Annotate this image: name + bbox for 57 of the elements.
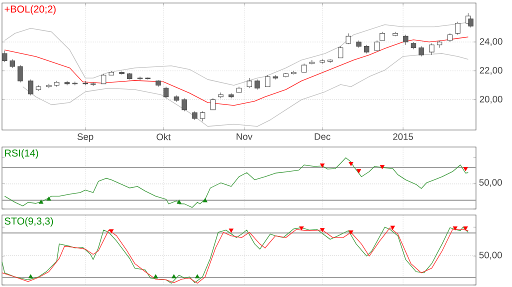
- point: [172, 274, 176, 278]
- line-series: [4, 36, 469, 106]
- candlestick: [418, 46, 424, 57]
- candlestick: [246, 78, 252, 88]
- point: [320, 164, 325, 168]
- candlestick: [182, 98, 187, 112]
- point: [348, 162, 354, 166]
- point: [463, 226, 468, 230]
- candlestick: [18, 64, 23, 83]
- candlestick: [346, 33, 351, 44]
- point: [380, 165, 384, 170]
- text: 50,00: [479, 252, 502, 260]
- y-tick-label: 20,00: [480, 96, 502, 104]
- candlestick: [254, 79, 260, 90]
- point: [109, 229, 114, 234]
- candlestick: [374, 40, 380, 51]
- candlestick: [429, 43, 434, 56]
- point: [202, 198, 208, 202]
- text: 50,00: [479, 179, 502, 187]
- point: [46, 196, 52, 201]
- x-tick-label: Okt: [156, 133, 171, 140]
- point: [176, 200, 182, 204]
- candlestick: [210, 98, 216, 110]
- candlestick: [403, 34, 408, 46]
- candlestick: [137, 76, 143, 80]
- candlestick: [468, 17, 474, 28]
- point: [390, 226, 395, 230]
- point: [320, 228, 325, 232]
- point: [452, 226, 458, 230]
- candlestick: [100, 73, 106, 84]
- x-tick-label: 2015: [393, 133, 414, 140]
- point: [299, 226, 304, 230]
- point: [195, 274, 200, 278]
- chart-title: STO(9,3,3): [4, 217, 53, 227]
- candlestick: [163, 86, 169, 99]
- candlestick: [265, 74, 270, 87]
- candlestick: [2, 50, 8, 62]
- x-tick-label: Nov: [236, 133, 252, 140]
- point: [228, 228, 234, 233]
- point: [153, 274, 158, 278]
- x-tick-label: Sep: [77, 133, 94, 142]
- candlestick: [200, 110, 206, 122]
- candlestick: [28, 79, 34, 96]
- point: [38, 200, 44, 204]
- chart-title: RSI(14): [5, 149, 38, 159]
- candlestick: [338, 46, 344, 58]
- chart-title: +BOL(20;2): [4, 5, 56, 15]
- point: [356, 169, 362, 174]
- candlestick: [455, 22, 460, 36]
- x-tick-label: Dec: [314, 133, 330, 140]
- candlestick: [272, 74, 278, 80]
- point: [28, 274, 33, 278]
- candlestick: [436, 40, 442, 48]
- point: [348, 230, 354, 234]
- y-tick-label: 22,00: [480, 66, 502, 75]
- point: [463, 167, 468, 172]
- y-tick-label: 24,00: [480, 38, 502, 46]
